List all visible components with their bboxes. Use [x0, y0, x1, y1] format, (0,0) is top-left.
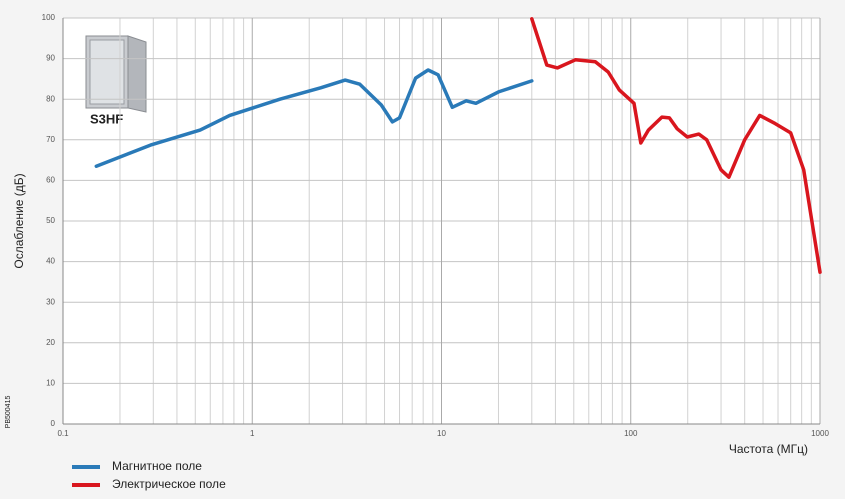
- image-code: PB500415: [5, 396, 12, 429]
- product-image: [85, 35, 147, 113]
- y-tick-label: 90: [46, 54, 55, 63]
- y-tick-label: 70: [46, 135, 55, 144]
- x-tick-label: 10: [437, 429, 446, 438]
- legend-label: Электрическое поле: [112, 477, 226, 491]
- x-tick-label: 100: [624, 429, 638, 438]
- y-tick-label: 100: [42, 13, 56, 22]
- y-axis-label: Ослабление (дБ): [12, 173, 26, 268]
- grid: [62, 17, 821, 425]
- series-line: [94, 68, 534, 168]
- x-axis-label: Частота (МГц): [729, 442, 808, 456]
- annotation: S3HF: [90, 111, 123, 126]
- y-tick-label: 40: [46, 257, 55, 266]
- y-tick-label: 50: [46, 216, 55, 225]
- legend-label: Магнитное поле: [112, 459, 202, 473]
- y-tick-label: 30: [46, 297, 55, 306]
- y-tick-label: 0: [51, 419, 56, 428]
- y-tick-label: 10: [46, 379, 55, 388]
- y-tick-label: 60: [46, 176, 55, 185]
- x-tick-label: 0.1: [57, 429, 69, 438]
- y-tick-label: 20: [46, 338, 55, 347]
- y-tick-label: 80: [46, 94, 55, 103]
- x-tick-label: 1: [250, 429, 255, 438]
- series-line: [530, 17, 822, 274]
- x-tick-label: 1000: [811, 429, 829, 438]
